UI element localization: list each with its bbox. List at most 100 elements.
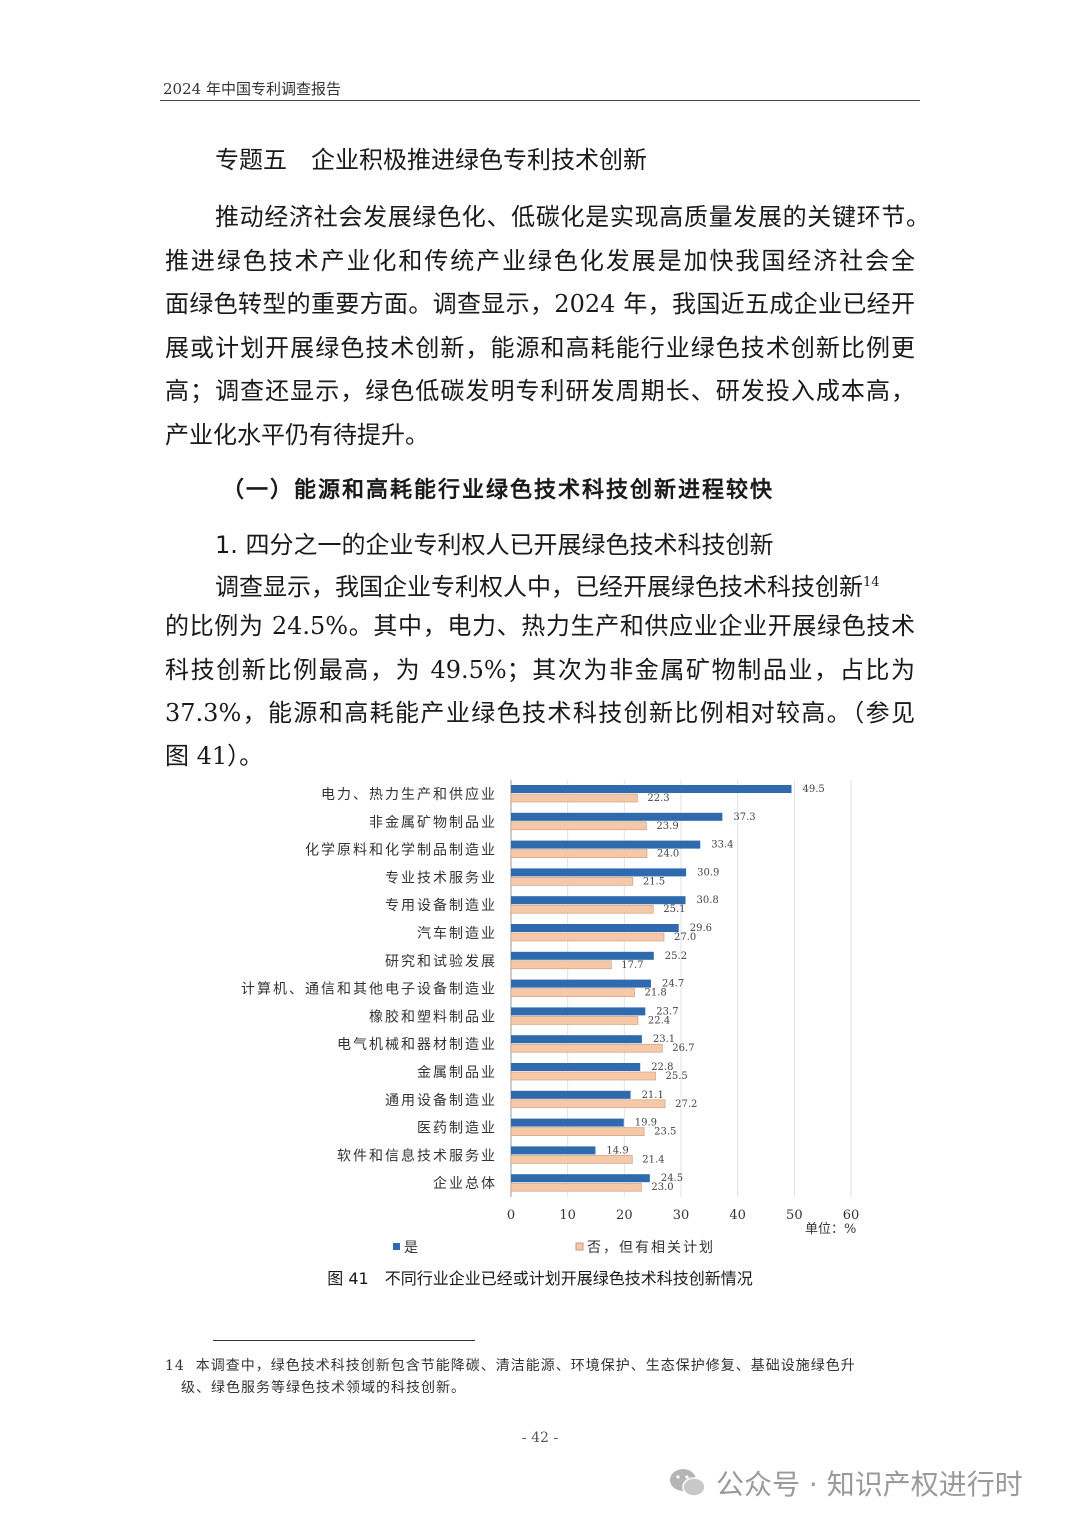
category-label: 计算机、通信和其他电子设备制造业: [241, 981, 497, 998]
data-label: 24.0: [657, 849, 679, 860]
bar-planned: [510, 932, 665, 942]
x-tick-label: 40: [729, 1208, 746, 1223]
data-label: 29.6: [690, 923, 712, 934]
category-label: 专业技术服务业: [385, 870, 497, 886]
bar-planned: [510, 1099, 666, 1109]
subsection-title: （一）能源和高耗能行业绿色技术科技创新进程较快: [222, 477, 775, 503]
data-label: 14.9: [606, 1145, 628, 1156]
data-label: 21.1: [642, 1090, 664, 1101]
bar-yes: [511, 1063, 641, 1071]
bar-yes: [511, 785, 792, 793]
data-label: 24.5: [661, 1173, 683, 1184]
bar-planned: [510, 821, 647, 831]
bar-chart: 0 10 20 30 40 50 60 电力、热力生产和供应业 49.5 22.3 非金属矿物制品业…: [241, 780, 860, 1256]
sub-subsection-title: 1. 四分之一的企业专利权人已开展绿色技术科技创新: [215, 531, 774, 559]
x-tick-label: 60: [843, 1208, 860, 1223]
category-label: 橡胶和塑料制品业: [369, 1008, 497, 1025]
footnote-number: 14: [165, 1358, 185, 1374]
data-label: 23.0: [651, 1182, 673, 1193]
intro-line: 高；调查还显示，绿色低碳发明专利研发周期长、研发投入成本高，: [165, 377, 915, 405]
category-label: 软件和信息技术服务业: [337, 1147, 497, 1164]
data-label: 26.7: [672, 1043, 694, 1054]
x-tick-label: 0: [507, 1208, 515, 1223]
data-label: 19.9: [635, 1118, 657, 1129]
category-label: 医药制造业: [417, 1121, 497, 1137]
data-label: 21.5: [643, 876, 665, 887]
bar-planned: [510, 1127, 645, 1136]
bar-yes: [511, 1118, 624, 1127]
data-label: 27.2: [675, 1099, 697, 1110]
legend-swatch: [393, 1243, 400, 1250]
bar-planned: [510, 988, 635, 997]
data-label: 33.4: [711, 840, 733, 851]
category-label: 企业总体: [433, 1175, 497, 1192]
footnote-line: 14 本调查中，绿色技术科技创新包含节能降碳、清洁能源、环境保护、生态保护修复、…: [165, 1355, 856, 1375]
data-label: 25.2: [665, 951, 687, 962]
wechat-icon: [670, 1469, 706, 1497]
bar-planned: [510, 1016, 639, 1025]
intro-line: 产业化水平仍有待提升。: [165, 421, 429, 449]
legend-label: 否，但有相关计划: [587, 1240, 715, 1256]
data-label: 17.7: [621, 960, 643, 971]
category-label: 电气机械和器材制造业: [337, 1037, 497, 1053]
watermark-text: 公众号 · 知识产权进行时: [716, 1468, 1023, 1501]
data-label: 22.3: [647, 793, 669, 804]
intro-line: 推进绿色技术产业化和传统产业绿色化发展是加快我国经济社会全: [165, 247, 915, 275]
figure-caption: 图 41 不同行业企业已经或计划开展绿色技术科技创新情况: [327, 1269, 753, 1288]
body-line: 调查显示，我国企业专利权人中，已经开展绿色技术科技创新: [215, 573, 863, 601]
data-label: 22.8: [651, 1062, 673, 1073]
bar-planned: [510, 849, 648, 858]
bar-planned: [510, 1043, 663, 1053]
intro-line: 面绿色转型的重要方面。调查显示，2024 年，我国近五成企业已经开: [165, 290, 915, 318]
data-label: 30.8: [697, 895, 719, 906]
footnote-text: 级、绿色服务等绿色技术领域的科技创新。: [181, 1380, 466, 1396]
running-header: 2024 年中国专利调查报告: [163, 80, 341, 98]
body-line: 图 41）。: [165, 742, 264, 770]
data-label: 24.7: [662, 979, 684, 990]
bar-yes: [511, 979, 651, 988]
bar-yes: [511, 951, 654, 960]
footnote-ref: 14: [863, 575, 880, 590]
data-label: 23.7: [656, 1006, 678, 1017]
body-line: 科技创新比例最高，为 49.5%；其次为非金属矿物制品业，占比为: [165, 656, 915, 684]
data-label: 25.1: [663, 904, 685, 915]
category-label: 研究和试验发展: [385, 954, 497, 970]
bar-yes: [511, 1035, 642, 1044]
bar-planned: [510, 793, 638, 803]
bar-planned: [510, 1182, 642, 1192]
data-label: 23.9: [656, 821, 678, 832]
x-tick-label: 10: [559, 1208, 576, 1223]
header-rule: [160, 100, 920, 101]
page-number: - 42 -: [521, 1430, 559, 1446]
data-label: 25.5: [666, 1071, 688, 1082]
bar-planned: [510, 904, 654, 914]
category-label: 电力、热力生产和供应业: [321, 786, 497, 803]
bar-planned: [510, 1155, 633, 1164]
data-label: 30.9: [697, 867, 719, 878]
data-label: 21.8: [645, 988, 667, 999]
category-label: 金属制品业: [417, 1065, 497, 1081]
footnote-rule: [213, 1340, 475, 1341]
legend-label: 是: [404, 1240, 420, 1256]
data-label: 27.0: [674, 932, 696, 943]
category-label: 化学原料和化学制品制造业: [305, 843, 497, 859]
bar-yes: [511, 868, 687, 877]
data-label: 23.5: [654, 1127, 676, 1138]
data-label: 37.3: [733, 812, 755, 823]
body-line: 的比例为 24.5%。其中，电力、热力生产和供应业企业开展绿色技术: [165, 612, 915, 640]
x-tick-label: 30: [673, 1208, 690, 1223]
category-label: 非金属矿物制品业: [369, 815, 497, 831]
intro-line: 推动经济社会发展绿色化、低碳化是实现高质量发展的关键环节。: [215, 203, 930, 231]
body-line: 37.3%，能源和高耗能产业绿色技术科技创新比例相对较高。（参见: [165, 699, 915, 727]
bar-yes: [511, 1174, 650, 1183]
bar-yes: [511, 840, 701, 849]
unit-label: 单位：%: [805, 1222, 856, 1237]
category-label: 专用设备制造业: [385, 897, 497, 914]
intro-line: 展或计划开展绿色技术创新，能源和高耗能行业绿色技术创新比例更: [165, 334, 915, 362]
data-label: 21.4: [642, 1154, 664, 1165]
category-label: 通用设备制造业: [385, 1092, 497, 1109]
x-tick-label: 20: [616, 1208, 633, 1223]
bar-yes: [511, 1146, 596, 1155]
x-tick-label: 50: [786, 1208, 803, 1223]
section-title: 专题五 企业积极推进绿色专利技术创新: [215, 146, 647, 174]
